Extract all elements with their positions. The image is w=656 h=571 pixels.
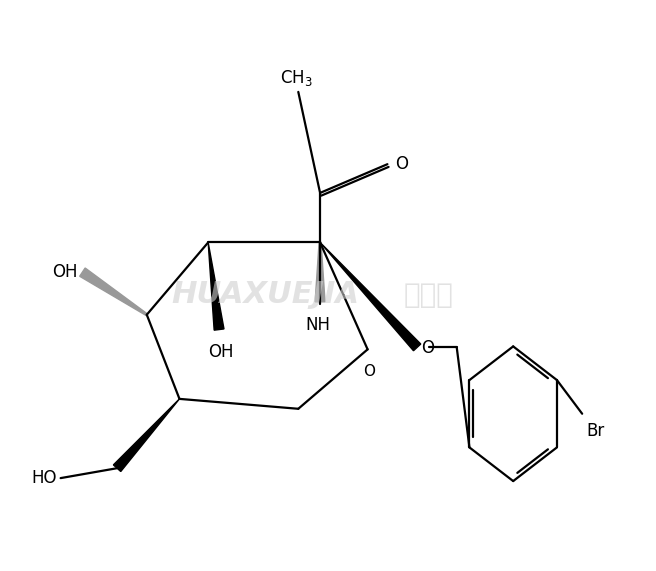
Text: HO: HO [31, 469, 56, 487]
Polygon shape [208, 243, 224, 330]
Text: O: O [421, 339, 434, 357]
Text: O: O [363, 364, 376, 379]
Text: 化学加: 化学加 [404, 281, 454, 309]
Polygon shape [320, 243, 420, 351]
Text: HUAXUEJIA: HUAXUEJIA [172, 280, 359, 309]
Polygon shape [79, 268, 148, 316]
Text: OH: OH [209, 343, 234, 361]
Text: Br: Br [586, 421, 604, 440]
Polygon shape [315, 243, 325, 302]
Text: NH: NH [306, 316, 331, 333]
Text: O: O [396, 155, 408, 173]
Polygon shape [113, 399, 180, 472]
Text: OH: OH [52, 263, 77, 281]
Text: CH$_3$: CH$_3$ [280, 68, 313, 88]
